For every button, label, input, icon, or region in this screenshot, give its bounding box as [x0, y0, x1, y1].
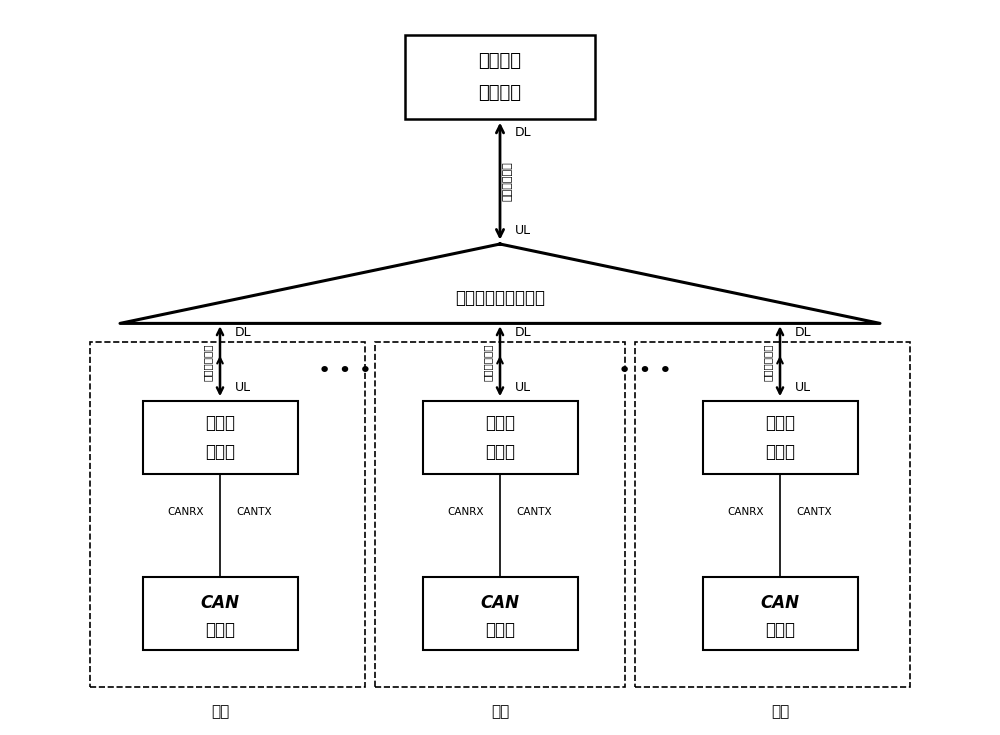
Text: CANTX: CANTX	[516, 507, 552, 517]
Text: CANRX: CANRX	[448, 507, 484, 517]
Text: 发单元: 发单元	[485, 443, 515, 461]
Bar	[635, 342, 910, 687]
Text: DL: DL	[515, 126, 532, 139]
Text: 单模光纤传输: 单模光纤传输	[763, 343, 773, 381]
Bar	[375, 342, 625, 687]
Text: CAN: CAN	[480, 594, 520, 612]
Text: 发单元: 发单元	[205, 443, 235, 461]
Text: • • •: • • •	[618, 361, 672, 381]
Text: DL: DL	[515, 326, 532, 340]
Text: CAN: CAN	[761, 594, 800, 612]
Text: 无源一对多传输网络: 无源一对多传输网络	[455, 289, 545, 306]
Text: 控制器: 控制器	[205, 621, 235, 639]
Text: 节点: 节点	[491, 704, 509, 719]
Text: CANTX: CANTX	[796, 507, 832, 517]
Bar	[422, 577, 578, 650]
Text: 光纤收: 光纤收	[765, 414, 795, 431]
Text: CANRX: CANRX	[168, 507, 204, 517]
Text: 发单元: 发单元	[765, 443, 795, 461]
Text: 控制器: 控制器	[765, 621, 795, 639]
Text: CAN: CAN	[200, 594, 240, 612]
Text: 单模光纤传输: 单模光纤传输	[483, 343, 493, 381]
Text: • • •: • • •	[318, 361, 372, 381]
Bar	[702, 401, 858, 474]
Bar	[422, 401, 578, 474]
Text: 控制器: 控制器	[485, 621, 515, 639]
Bar	[405, 35, 595, 120]
Text: 广播单元: 广播单元	[479, 85, 522, 102]
Text: UL: UL	[795, 381, 811, 394]
Text: 单模光纤传输: 单模光纤传输	[503, 162, 513, 201]
Bar	[143, 577, 298, 650]
Text: 节点: 节点	[211, 704, 229, 719]
Text: 光纤收: 光纤收	[205, 414, 235, 431]
Text: UL: UL	[515, 224, 531, 237]
Bar	[90, 342, 365, 687]
Text: 总线状态: 总线状态	[479, 52, 522, 70]
Text: 单模光纤传输: 单模光纤传输	[203, 343, 213, 381]
Text: UL: UL	[235, 381, 251, 394]
Text: DL: DL	[795, 326, 812, 340]
Text: CANTX: CANTX	[236, 507, 272, 517]
Text: 光纤收: 光纤收	[485, 414, 515, 431]
Text: CANRX: CANRX	[728, 507, 764, 517]
Bar	[143, 401, 298, 474]
Text: UL: UL	[515, 381, 531, 394]
Bar	[702, 577, 858, 650]
Text: 节点: 节点	[771, 704, 789, 719]
Text: DL: DL	[235, 326, 252, 340]
